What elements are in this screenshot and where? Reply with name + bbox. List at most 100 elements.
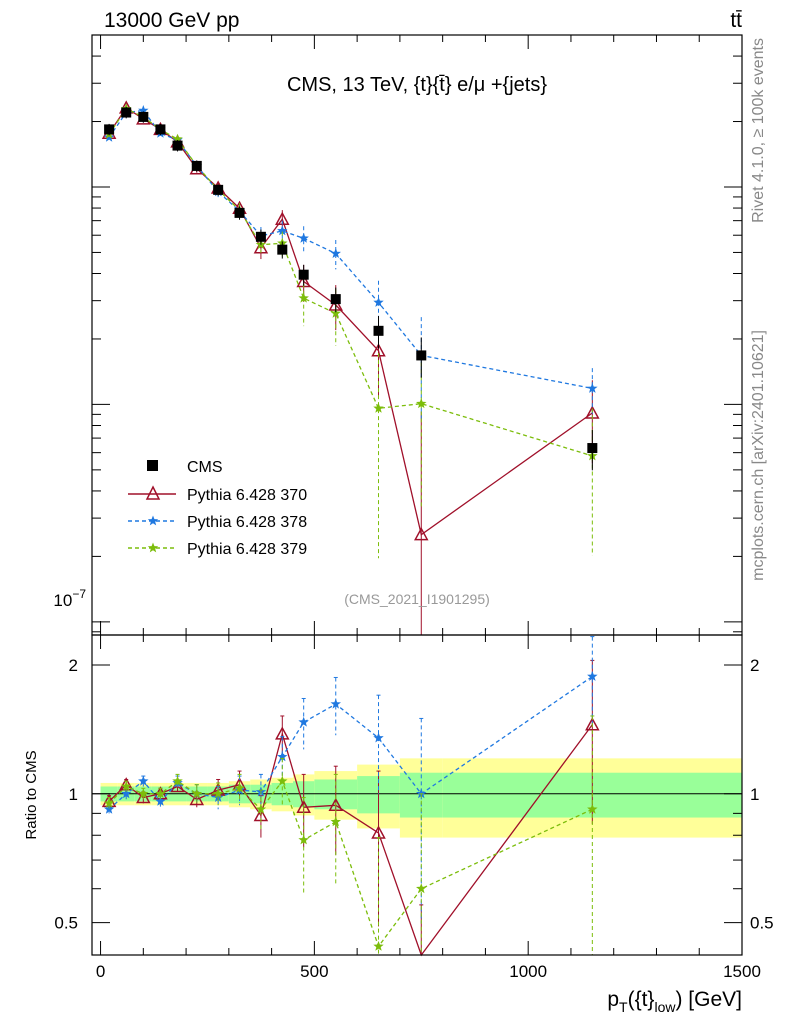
ratio-point-p379 <box>155 788 166 799</box>
ratio-point-p378 <box>330 698 341 709</box>
main-series-layer <box>101 100 600 635</box>
ratio-point-p378 <box>155 795 166 806</box>
cms-point <box>155 124 166 135</box>
main-cms-layer <box>104 107 598 471</box>
ratio-point-p378 <box>587 671 598 681</box>
ratio-tick-label-right: 1 <box>750 785 759 804</box>
main-series-p370 <box>101 100 600 635</box>
cms-point <box>416 350 427 361</box>
ratio-point-p378 <box>138 775 149 786</box>
ratio-point-p379 <box>234 782 245 793</box>
cms-point <box>330 294 341 305</box>
ratio-point-p378 <box>277 751 288 762</box>
header-left: 13000 GeV pp <box>104 9 239 32</box>
main-ytick-label: 10−7 <box>53 587 86 610</box>
legend-label-cms: CMS <box>187 459 223 476</box>
legend-marker-p379 <box>147 542 159 553</box>
ratio-point-p379 <box>191 788 202 799</box>
main-point-p379 <box>172 133 183 144</box>
main-line-p378 <box>108 109 593 390</box>
ratio-point-p379 <box>138 788 149 799</box>
legend: CMS Pythia 6.428 370 Pythia 6.428 378 Py… <box>128 459 307 558</box>
ratio-point-p379 <box>103 797 115 808</box>
mcplots-label: mcplots.cern.ch [arXiv:2401.10621] <box>750 330 767 581</box>
main-series-p378 <box>103 105 598 421</box>
legend-marker-p370 <box>145 485 161 500</box>
ratio-tick-label-left: 2 <box>69 656 78 675</box>
x-axis-label: pT({t}low) [GeV] <box>607 988 742 1015</box>
cms-point <box>213 184 224 195</box>
rivet-label: Rivet 4.1.0, ≥ 100k events <box>750 38 767 223</box>
legend-star-p378 <box>147 515 159 526</box>
main-point-p378 <box>277 225 288 236</box>
ratio-point-p379 <box>298 834 309 845</box>
main-line-p370 <box>108 107 593 536</box>
x-tick-label: 1000 <box>509 962 547 981</box>
cms-point <box>373 325 384 336</box>
main-line-p379 <box>108 107 593 457</box>
ratio-point-p378 <box>121 788 132 799</box>
ratio-series-p379 <box>103 715 598 955</box>
main-point-p378 <box>330 248 341 258</box>
x-tick-label: 0 <box>96 962 105 981</box>
cms-point <box>587 443 598 454</box>
legend-label-p378: Pythia 6.428 378 <box>187 514 307 531</box>
ratio-tick-label-left: 0.5 <box>54 914 78 933</box>
ratio-tick-label-right: 0.5 <box>750 914 774 933</box>
main-point-p378 <box>138 105 149 115</box>
cms-point <box>172 140 183 151</box>
main-point-p378 <box>103 131 115 142</box>
main-point-p378 <box>373 297 384 307</box>
legend-marker-p378 <box>147 515 159 526</box>
ratio-point-p379 <box>587 803 598 814</box>
ratio-tick-label-left: 1 <box>69 785 78 804</box>
ratio-point-p379 <box>121 781 132 791</box>
ratio-point-p379 <box>212 788 224 799</box>
legend-label-p370: Pythia 6.428 370 <box>187 487 307 504</box>
main-point-p370 <box>414 527 429 541</box>
cms-point <box>234 207 245 218</box>
ratio-point-p379 <box>416 883 427 894</box>
ratio-frame <box>91 634 743 956</box>
ratio-series-layer <box>101 636 600 957</box>
ratio-point-p378 <box>103 803 115 814</box>
cms-point <box>121 107 132 118</box>
header-right: tt̄ <box>730 9 742 32</box>
ratio-point-p370 <box>585 717 600 731</box>
main-panel <box>101 100 600 635</box>
cms-point <box>138 111 149 122</box>
ratio-point-p370 <box>189 791 205 806</box>
main-point-p379 <box>373 402 384 413</box>
ratio-tick-label-right: 2 <box>750 656 759 675</box>
cms-point <box>277 244 288 255</box>
ratio-point-p379 <box>255 803 267 814</box>
x-tick-label: 500 <box>300 962 328 981</box>
ratio-point-p379 <box>277 775 288 786</box>
main-point-p379 <box>330 307 341 318</box>
ratio-point-p379 <box>373 940 384 951</box>
chart-title: CMS, 13 TeV, {t}{t̄} e/μ +{jets} <box>287 74 547 96</box>
x-tick-label: 1500 <box>723 962 761 981</box>
main-series-p379 <box>103 103 598 559</box>
main-point-p379 <box>416 398 427 409</box>
legend-star-p379 <box>147 542 159 553</box>
cms-point <box>104 124 115 135</box>
ratio-point-p378 <box>416 788 427 799</box>
chart-watermark: (CMS_2021_I1901295) <box>344 591 490 607</box>
axis-ticks: 0 500 1000 1500 0.5 0.5 1 1 2 2 <box>54 34 774 981</box>
ratio-ylabel: Ratio to CMS <box>23 750 40 839</box>
legend-label-p379: Pythia 6.428 379 <box>187 541 307 558</box>
cms-point <box>298 269 309 280</box>
ratio-point-p378 <box>373 732 384 743</box>
ratio-point-p370 <box>136 789 151 804</box>
cms-point <box>191 160 202 171</box>
main-point-p379 <box>298 292 309 303</box>
legend-marker-cms <box>147 460 158 471</box>
cms-point <box>255 231 266 242</box>
main-point-p378 <box>298 232 309 243</box>
ratio-point-p379 <box>172 775 183 786</box>
ratio-point-p379 <box>330 816 341 827</box>
main-point-p378 <box>587 382 598 393</box>
ratio-point-p378 <box>298 716 309 727</box>
